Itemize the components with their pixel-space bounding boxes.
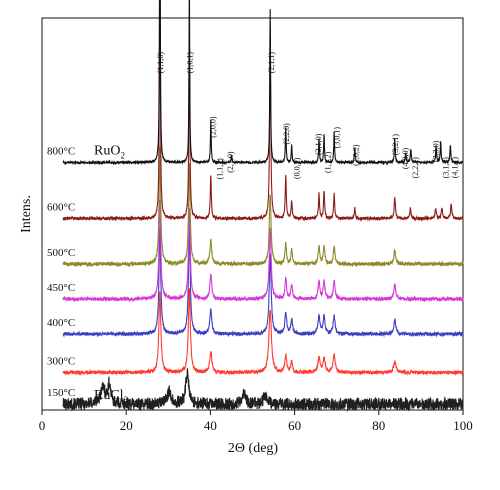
peak-label-3: (1,1,1) [216,158,225,180]
compound-label-6: RuO2 [94,144,125,161]
x-tick-label-4: 80 [372,418,385,433]
series-line-450c [62,199,464,303]
x-axis-title: 2Θ (deg) [228,441,278,456]
x-tick-label-5: 100 [453,418,473,433]
peak-label-16: (3,1,2) [441,157,450,179]
y-axis-title: Intens. [19,195,34,233]
x-tick-group: 0 20 40 60 80 100 [39,410,473,433]
peak-label-1: (1,0,1) [185,52,194,74]
peak-label-9: (1,1,2) [323,151,332,173]
peak-label-14: (2,2,2) [411,157,420,179]
plot-frame [41,17,464,411]
peak-label-7: (0,0,2) [293,157,302,179]
x-tick-label-3: 60 [288,418,301,433]
series-label-5: 600°C [47,202,75,214]
trace-label-group: 150°C RuCl3 300°C 400°C 450°C 500°C 600°C 800°C… [47,144,129,406]
peak-label-5: (2,1,1) [267,52,276,74]
peak-label-13: (4,0,0) [401,147,410,169]
series-label-2: 400°C [47,317,75,329]
peak-label-0: (1,1,0) [156,52,165,74]
peak-label-15: (3,3,0) [432,140,441,162]
series-label-1: 300°C [47,356,75,368]
series-line-300c [62,288,464,377]
x-tick-label-0: 0 [39,418,46,433]
compound-label-0: RuCl3 [94,388,129,405]
peak-label-11: (2,0,2) [352,144,361,166]
series-label-0: 150°C [47,387,75,399]
peak-label-10: (3,0,1) [333,127,342,149]
peak-label-group: (1,1,0) (1,0,1) (2,0,0) (1,1,1) (2,1,0) (2,1,… [156,52,460,180]
series-label-6: 800°C [47,146,75,158]
peak-label-12: (3,2,1) [391,134,400,156]
series-line-400c [62,228,464,338]
series-line-150c [62,368,464,412]
x-tick-label-2: 40 [204,418,217,433]
peak-label-8: (3,1,0) [314,133,323,155]
x-tick-label-1: 20 [120,418,133,433]
peak-label-2: (2,0,0) [209,116,218,138]
series-line-600c [62,0,464,222]
series-line-800c [62,0,464,166]
peak-label-4: (2,1,0) [226,151,235,173]
peak-label-6: (2,2,0) [282,123,291,145]
series-line-500c [62,147,464,268]
series-label-3: 450°C [47,282,75,294]
series-label-4: 500°C [47,247,75,259]
trace-group [62,0,464,412]
peak-label-17: (4,1,1) [451,157,460,179]
